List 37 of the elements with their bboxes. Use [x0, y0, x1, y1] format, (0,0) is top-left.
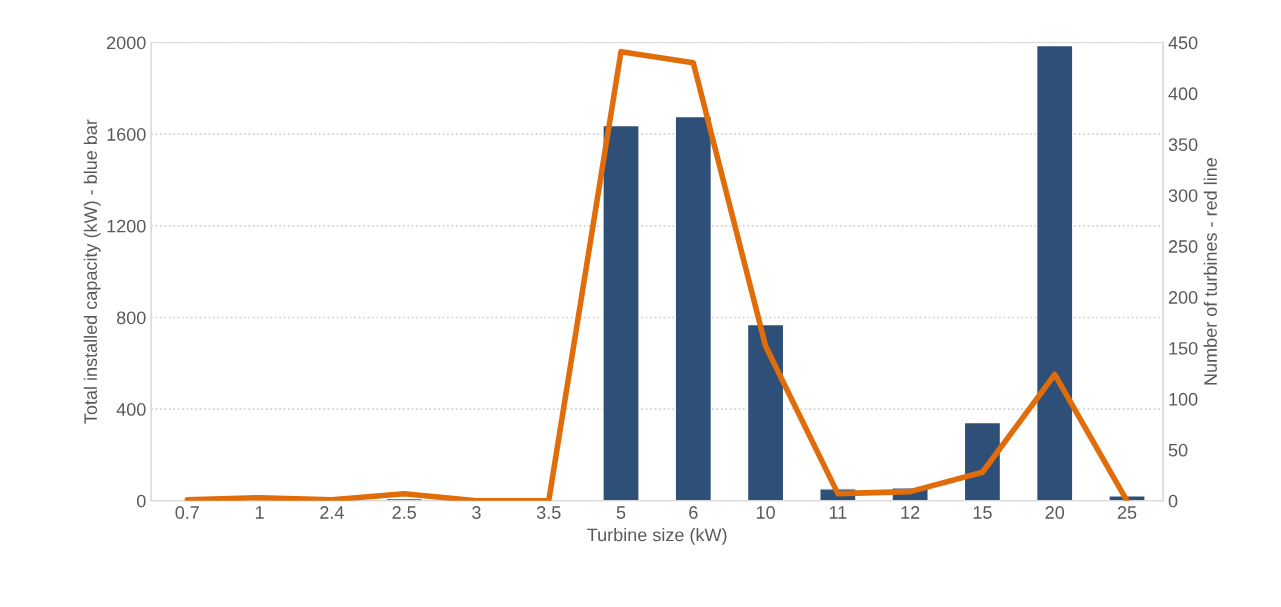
x-tick-label: 12: [901, 506, 920, 519]
x-tick-label: 2.4: [320, 506, 344, 519]
y2-tick-label: 250: [1168, 240, 1198, 253]
x-tick-label: 15: [973, 506, 992, 519]
y-tick-label: 2000: [107, 36, 146, 50]
y-tick-label: 0: [136, 494, 146, 508]
x-tick-label: 11: [829, 506, 847, 519]
y2-tick-label: 100: [1169, 392, 1198, 406]
x-tick-label: 10: [756, 506, 775, 519]
y-tick-label: 800: [116, 311, 146, 325]
x-tick-label: 2.5: [392, 506, 416, 519]
y-tick-label: 1600: [107, 128, 146, 141]
x-tick-label: 5: [616, 506, 626, 519]
x-tick-label: 6: [689, 506, 698, 519]
y2-axis-title: Number of turbines - red line: [1203, 158, 1217, 385]
y-tick-label: 400: [116, 403, 146, 416]
y2-tick-label: 400: [1168, 87, 1198, 101]
x-tick-label: 20: [1045, 506, 1065, 519]
y-tick-label: 1200: [107, 219, 146, 233]
x-axis-title: Turbine size (kW): [587, 528, 727, 545]
y2-tick-label: 350: [1168, 138, 1198, 152]
x-tick-label: 0.7: [175, 506, 199, 519]
y-axis-title: Total installed capacity (kW) - blue bar: [83, 119, 101, 424]
y2-tick-label: 150: [1169, 341, 1198, 355]
y2-tick-label: 200: [1168, 291, 1198, 304]
bar: [1035, 44, 1074, 501]
x-tick-label: 25: [1117, 506, 1137, 519]
x-tick-label: 3: [472, 506, 481, 519]
bar: [746, 323, 785, 501]
y2-tick-label: 300: [1168, 189, 1198, 202]
x-tick-label: 1: [255, 506, 264, 519]
bar: [674, 115, 713, 501]
y2-tick-label: 50: [1168, 443, 1188, 457]
y2-tick-label: 0: [1168, 494, 1178, 508]
bar: [602, 124, 640, 501]
x-tick-label: 3.5: [536, 506, 561, 519]
y2-tick-label: 450: [1168, 36, 1198, 50]
